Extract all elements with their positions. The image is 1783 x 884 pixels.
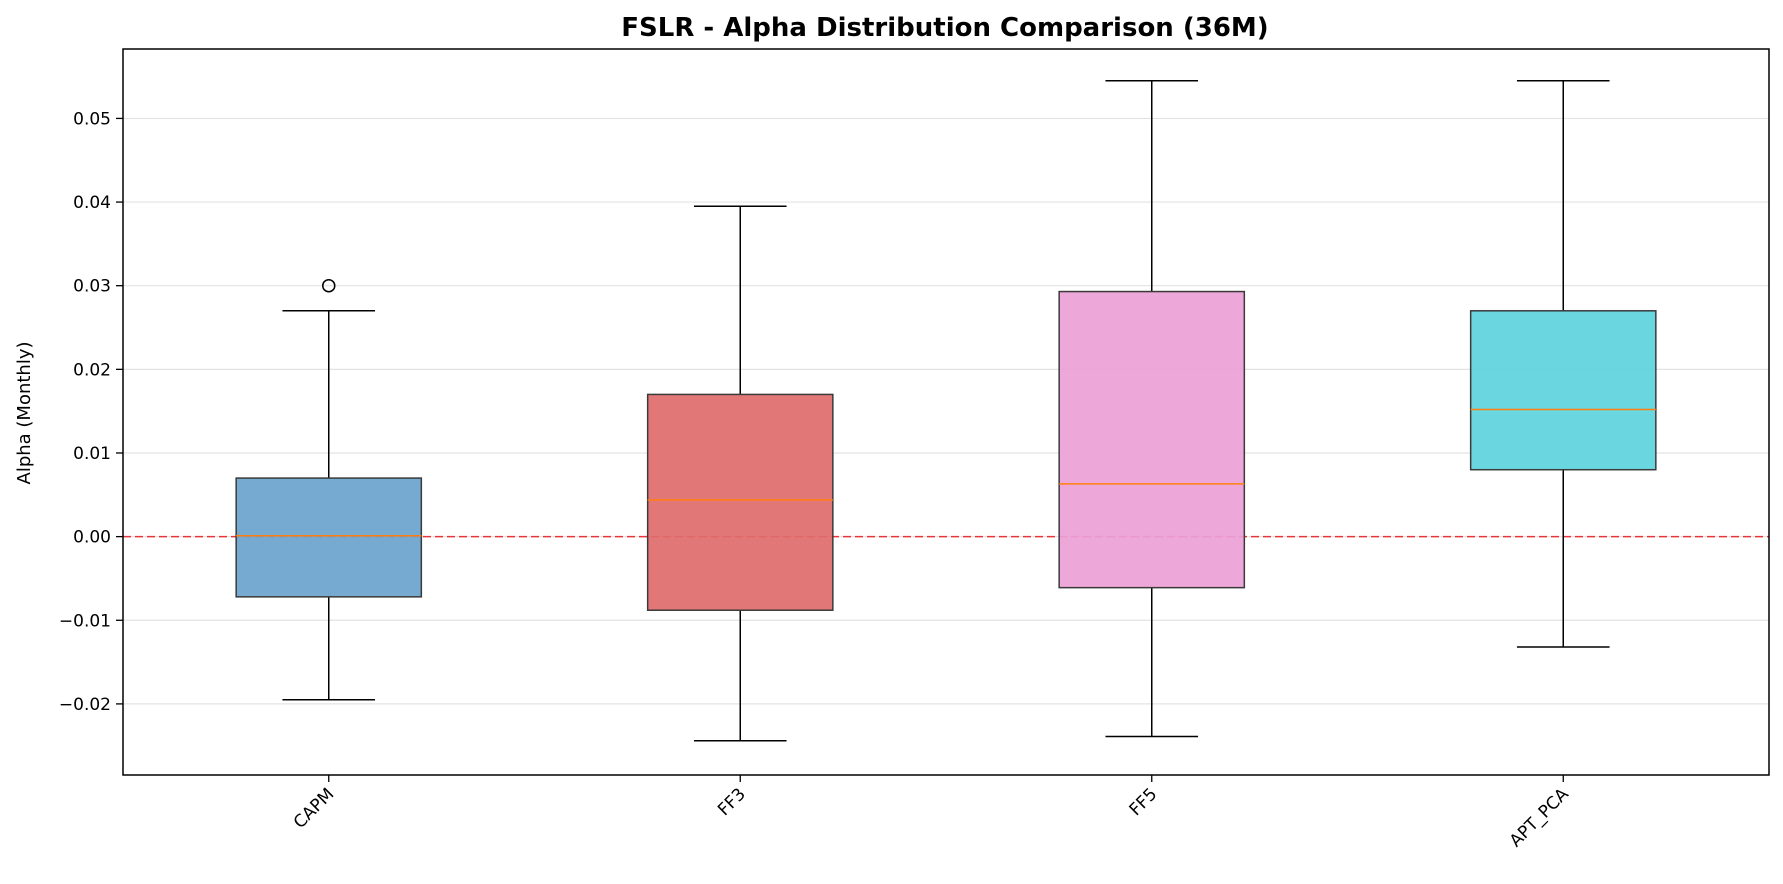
x-tick-label: FF3 [714,784,750,820]
y-tick-label: −0.01 [59,611,111,631]
y-tick-label: 0.01 [73,444,111,464]
y-tick-label: 0.03 [73,277,111,297]
y-axis-label: Alpha (Monthly) [14,341,35,484]
x-tick-label: APT_PCA [1506,784,1573,851]
box-ff5 [1058,80,1246,738]
y-tick-label: −0.02 [59,695,111,715]
x-tick-label: CAPM [290,784,338,832]
y-tick-label: 0.00 [73,528,111,548]
box-ff3 [646,205,834,742]
iqr-box [646,393,834,611]
plot-frame [122,48,1770,776]
x-tick-label: FF5 [1126,784,1162,820]
outlier-point [322,278,336,293]
x-axis-ticks: CAPM FF3 FF5 APT_PCA [290,775,1573,851]
y-tick-label: 0.02 [73,360,111,380]
box-apt-pca [1469,80,1657,648]
iqr-box [1469,310,1657,471]
y-tick-label: 0.04 [73,193,111,213]
y-axis-ticks: −0.02 −0.01 0.00 0.01 0.02 0.03 0.04 0.05 [59,109,123,715]
iqr-box [1058,290,1246,589]
iqr-box [235,477,423,598]
box-capm [235,278,423,701]
boxplot-group [235,80,1657,742]
chart-title: FSLR - Alpha Distribution Comparison (36… [621,13,1268,43]
y-tick-label: 0.05 [73,109,111,129]
